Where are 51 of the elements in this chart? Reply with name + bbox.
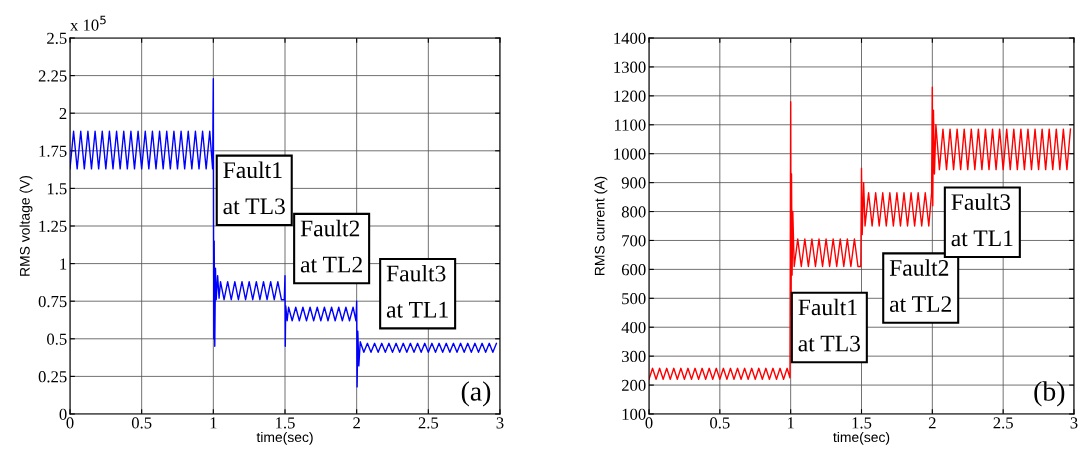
x-tick-label: 3 xyxy=(1070,417,1078,429)
y-tick-label: 0.5 xyxy=(47,333,67,345)
x-tick-label: 2 xyxy=(353,417,360,429)
annotation: Fault2 at TL2 xyxy=(889,259,951,313)
text: x 10$^{5}$ xyxy=(70,15,106,31)
y-tick-label: 700 xyxy=(622,235,646,247)
y-tick-label: 1.25 xyxy=(39,220,67,233)
x-tick-label: 2.5 xyxy=(993,417,1013,429)
y-tick-label: 1400 xyxy=(614,32,646,44)
x-tick-label: 0.5 xyxy=(131,417,152,429)
annotation: (b) xyxy=(1034,381,1065,407)
y-tick-label: 1100 xyxy=(614,119,646,131)
y-tick-label: 0.25 xyxy=(38,371,67,383)
y-tick-label: 2.25 xyxy=(38,70,67,82)
y-axis-title: RMS voltage (V) xyxy=(19,175,33,276)
annotation: Fault3 at TL1 xyxy=(386,264,448,318)
y-tick-label: 0 xyxy=(59,408,67,420)
y-tick-label: 400 xyxy=(621,321,646,334)
y-tick-label: 600 xyxy=(621,264,646,276)
y-tick-label: 1000 xyxy=(614,148,646,160)
y-tick-label: 0.75 xyxy=(38,295,67,308)
y-axis-title: RMS current (A) xyxy=(594,176,608,276)
annotation: Fault1 at TL3 xyxy=(223,161,285,215)
x-tick-label: 1 xyxy=(787,417,794,429)
line-series xyxy=(649,86,1072,380)
x-axis-title: time(sec) xyxy=(256,431,313,445)
x-axis-title: time(sec) xyxy=(833,431,890,445)
y-tick-label: 1 xyxy=(60,258,67,270)
x-tick-label: 1.5 xyxy=(276,417,295,429)
x-tick-label: 1.5 xyxy=(852,417,872,429)
annotation: Fault1 at TL3 xyxy=(798,298,861,352)
y-tick-label: 1200 xyxy=(614,90,646,102)
x-tick-label: 0.5 xyxy=(710,417,730,429)
x-tick-label: 2.5 xyxy=(418,417,439,429)
annotation: Fault3 at TL1 xyxy=(951,193,1013,247)
x-tick-label: 3 xyxy=(496,417,504,429)
y-tick-label: 200 xyxy=(621,379,646,392)
y-tick-label: 500 xyxy=(622,293,646,305)
y-tick-label: 2.5 xyxy=(47,32,67,45)
y-tick-label: 100 xyxy=(622,408,646,420)
y-tick-label: 1.5 xyxy=(47,183,67,195)
y-tick-label: 1300 xyxy=(614,61,646,73)
annotation: (a) xyxy=(461,381,491,407)
y-tick-label: 900 xyxy=(621,177,646,189)
y-tick-label: 300 xyxy=(622,350,646,363)
x-tick-label: 1 xyxy=(210,417,217,429)
y-tick-label: 2 xyxy=(59,107,67,119)
y-tick-label: 1.75 xyxy=(39,145,67,157)
annotation: Fault2 at TL2 xyxy=(300,219,362,273)
x-tick-label: 2 xyxy=(928,417,936,429)
y-tick-label: 800 xyxy=(621,206,646,218)
